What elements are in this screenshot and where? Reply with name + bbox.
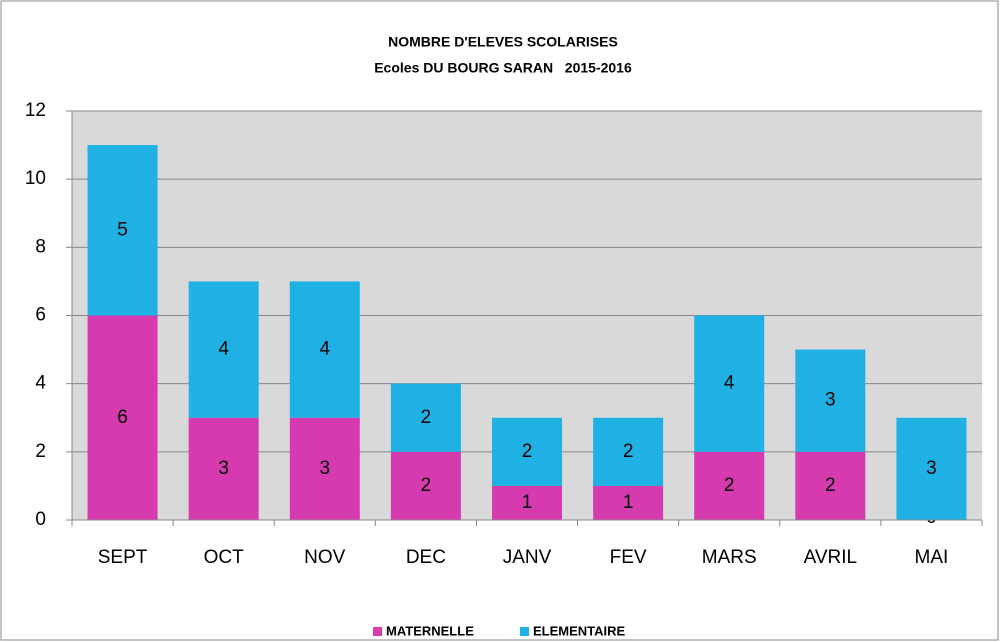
data-label: 2 [421, 407, 432, 428]
y-tick-label: 8 [35, 236, 46, 257]
x-tick-label: SEPT [98, 547, 148, 568]
legend-label: MATERNELLE [386, 623, 474, 638]
bar-segment [87, 145, 158, 316]
data-label: 2 [421, 475, 432, 496]
bar-segment [492, 485, 562, 520]
y-tick-label: 6 [35, 305, 46, 326]
data-label: 3 [319, 458, 330, 479]
data-label: 1 [522, 492, 533, 513]
data-label: 2 [825, 475, 836, 496]
data-label: 4 [319, 339, 330, 360]
legend-label: ELEMENTAIRE [533, 623, 626, 638]
bar-segment [188, 281, 259, 418]
bar-segment [289, 281, 360, 418]
y-tick-label: 10 [25, 168, 46, 189]
x-tick-label: MAI [915, 547, 949, 568]
data-label: 3 [825, 390, 836, 411]
bar-segment [694, 315, 765, 452]
x-tick-label: JANV [503, 547, 552, 568]
data-label: 1 [623, 492, 634, 513]
data-label: 2 [724, 475, 735, 496]
legend-swatch [373, 627, 382, 636]
x-tick-label: FEV [610, 547, 647, 568]
data-label: 2 [522, 441, 533, 462]
bar-segment [694, 451, 765, 520]
data-label: 3 [218, 458, 229, 479]
data-label: 5 [117, 219, 128, 240]
x-tick-label: OCT [204, 547, 245, 568]
legend-swatch [520, 627, 529, 636]
x-tick-label: NOV [304, 547, 346, 568]
data-label: 2 [623, 441, 634, 462]
bar-segment [593, 417, 664, 486]
y-tick-label: 12 [25, 100, 46, 121]
x-tick-label: DEC [406, 547, 446, 568]
bar-segment [289, 417, 360, 520]
bar-segment [87, 315, 158, 520]
y-tick-label: 0 [35, 509, 46, 530]
y-tick-label: 2 [35, 441, 46, 462]
x-tick-label: MARS [702, 547, 757, 568]
bar-segment [795, 451, 866, 520]
bar-segment [896, 417, 967, 520]
bar-segment [390, 451, 461, 520]
data-label: 4 [218, 339, 229, 360]
bar-segment [492, 417, 562, 486]
chart-subtitle: Ecoles DU BOURG SARAN 2015-2016 [374, 60, 632, 76]
bar-segment [390, 383, 461, 452]
x-tick-label: AVRIL [804, 547, 858, 568]
bar-segment [795, 349, 866, 452]
data-label: 3 [926, 458, 937, 479]
chart-title: NOMBRE D'ELEVES SCOLARISES [388, 34, 618, 50]
data-label: 6 [117, 407, 128, 428]
bar-segment [593, 485, 664, 520]
bar-segment [188, 417, 259, 520]
data-label: 4 [724, 373, 735, 394]
y-tick-label: 4 [35, 373, 46, 394]
